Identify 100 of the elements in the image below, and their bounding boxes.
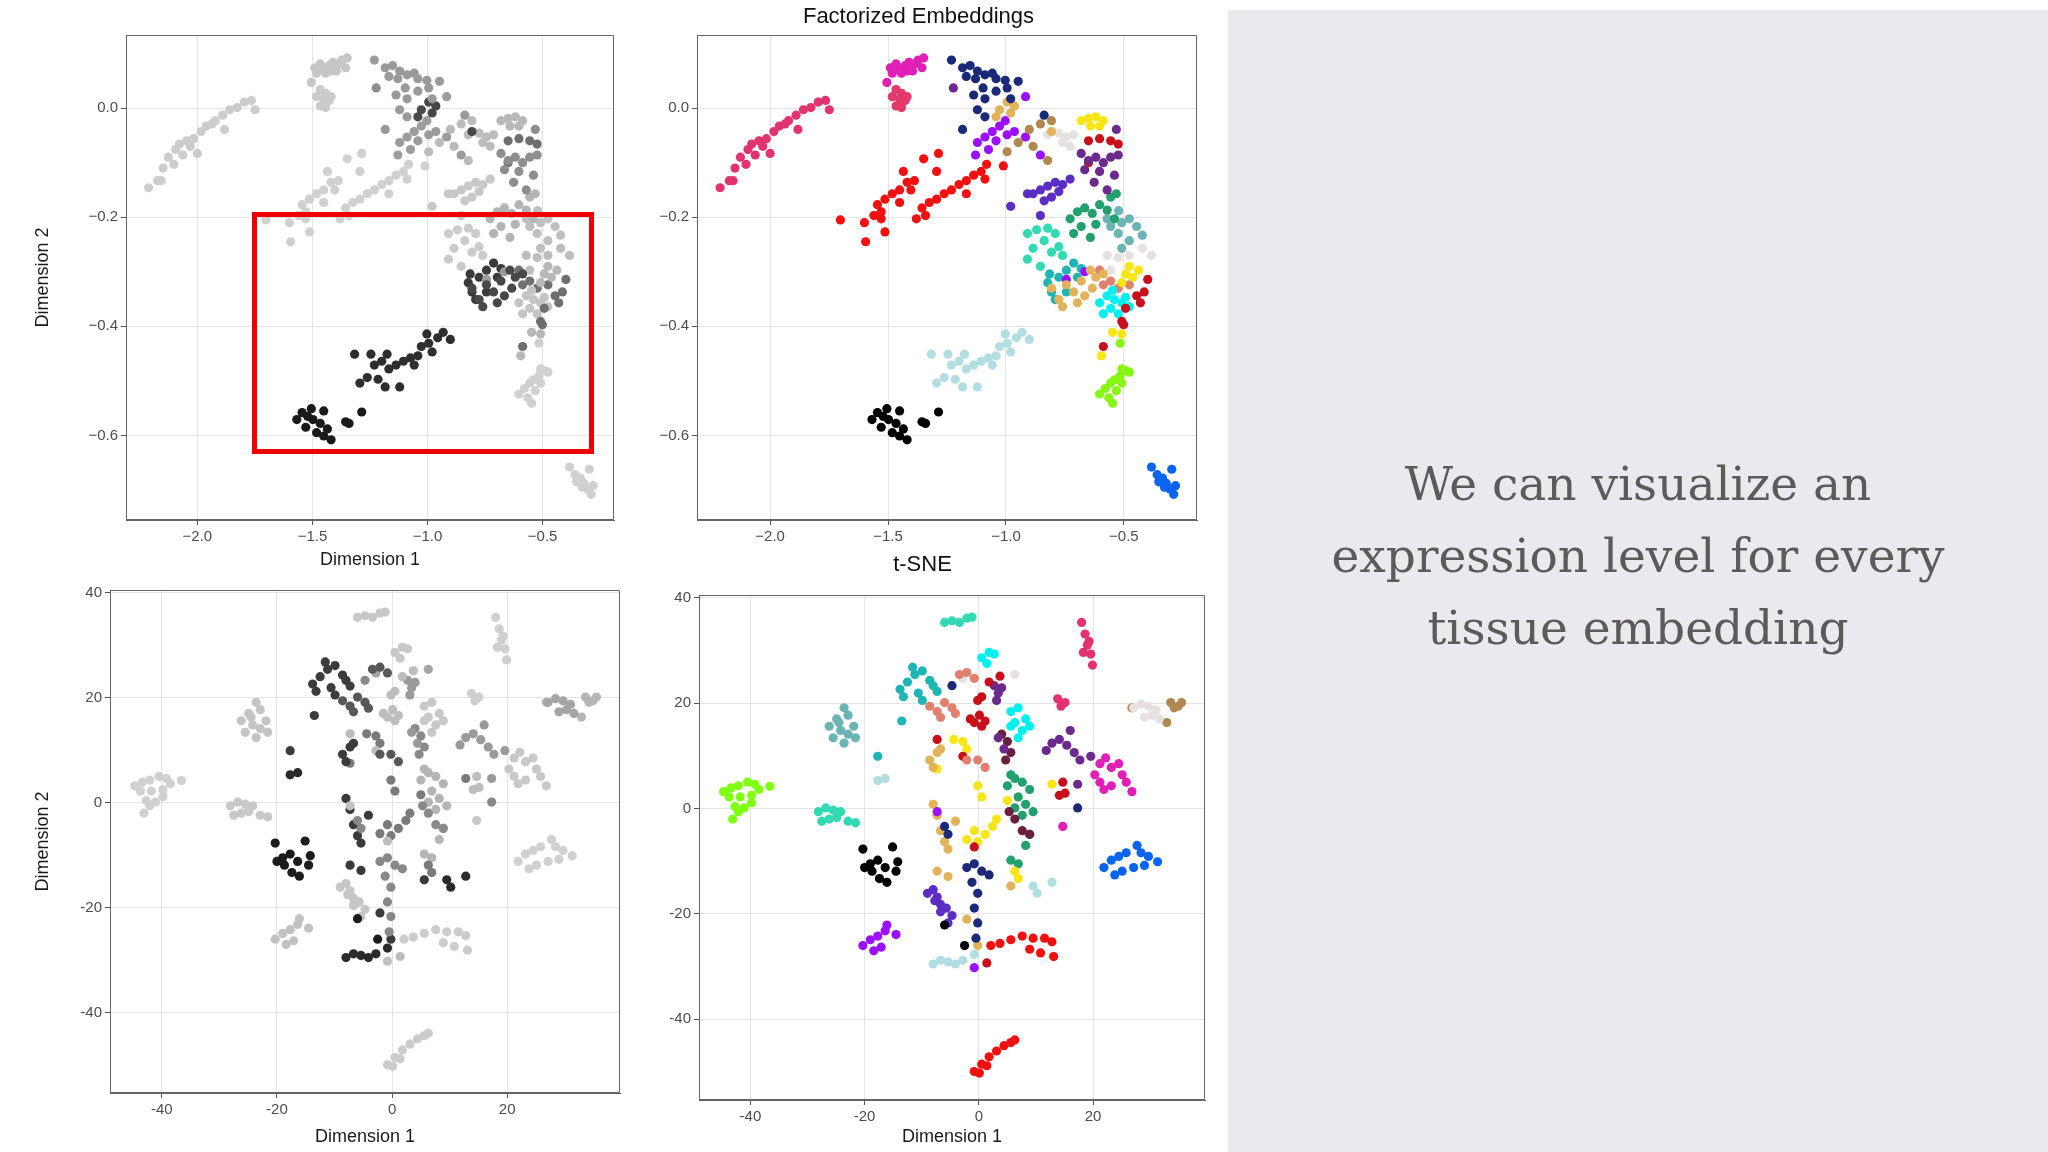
point — [1006, 721, 1016, 731]
point — [518, 309, 528, 319]
point — [1111, 124, 1121, 134]
point — [456, 185, 466, 195]
point — [176, 775, 186, 786]
point — [498, 631, 508, 641]
point — [510, 219, 520, 229]
point — [724, 792, 734, 802]
point — [1090, 770, 1100, 780]
point — [470, 696, 480, 706]
point — [1017, 826, 1027, 836]
point — [514, 298, 524, 308]
point — [413, 351, 423, 361]
point — [909, 176, 920, 186]
point — [301, 422, 311, 432]
point — [1113, 150, 1123, 160]
point — [315, 418, 325, 429]
point — [442, 801, 452, 811]
point — [479, 720, 489, 730]
point — [977, 866, 987, 876]
point — [163, 152, 173, 162]
point — [1085, 121, 1095, 131]
point — [534, 338, 544, 348]
point — [499, 165, 510, 175]
point — [405, 690, 415, 700]
point — [476, 735, 486, 745]
point — [369, 185, 379, 195]
point — [466, 688, 477, 699]
point — [485, 174, 495, 184]
point — [742, 777, 753, 787]
point — [413, 86, 423, 96]
point — [824, 105, 834, 115]
point — [1017, 777, 1027, 787]
point — [1114, 759, 1124, 769]
point — [1107, 398, 1118, 408]
point — [348, 707, 359, 717]
point — [893, 857, 903, 867]
point — [322, 664, 333, 674]
point — [939, 373, 949, 383]
point — [393, 757, 403, 767]
point — [1124, 367, 1134, 377]
point — [489, 749, 499, 759]
point — [896, 102, 907, 113]
point — [895, 684, 905, 694]
point — [993, 733, 1003, 743]
point — [442, 927, 452, 937]
point — [828, 733, 838, 743]
point — [397, 1045, 408, 1055]
point — [474, 782, 484, 793]
point — [1077, 617, 1087, 628]
point — [427, 786, 437, 796]
y-tick-label: 0.0 — [668, 98, 689, 116]
point — [380, 871, 390, 881]
point — [1057, 250, 1068, 261]
point — [293, 856, 303, 867]
point — [342, 154, 352, 164]
point — [1069, 228, 1079, 239]
point — [402, 174, 412, 184]
point — [1098, 269, 1108, 279]
point — [424, 83, 434, 93]
point — [1080, 165, 1090, 175]
point — [969, 90, 979, 100]
point — [1095, 777, 1105, 787]
point — [337, 696, 348, 706]
point — [521, 185, 531, 195]
point — [371, 731, 381, 741]
y-tick-label: −0.4 — [659, 316, 689, 334]
point — [388, 705, 398, 715]
point — [427, 867, 437, 878]
point — [452, 225, 463, 235]
point — [730, 163, 740, 173]
point — [1087, 660, 1098, 670]
point — [1043, 181, 1053, 191]
point — [467, 283, 477, 293]
point — [1143, 851, 1154, 862]
point — [588, 481, 598, 491]
point — [472, 771, 482, 781]
point — [305, 851, 315, 861]
point — [980, 132, 990, 142]
point — [1010, 866, 1020, 876]
point — [977, 792, 987, 802]
point — [958, 736, 968, 747]
point — [1073, 803, 1083, 813]
point — [1117, 218, 1127, 228]
point — [741, 159, 751, 169]
point — [1035, 150, 1045, 160]
point — [894, 431, 905, 441]
point — [463, 155, 473, 166]
point — [384, 927, 394, 937]
point — [434, 137, 445, 148]
point — [1107, 285, 1118, 295]
point — [518, 341, 528, 352]
point — [419, 875, 429, 885]
point — [939, 697, 950, 708]
point — [1139, 712, 1150, 722]
y-tick-label: 0 — [682, 798, 691, 816]
point — [1080, 629, 1090, 639]
point — [405, 144, 416, 155]
point — [1021, 840, 1031, 850]
point — [408, 932, 418, 942]
